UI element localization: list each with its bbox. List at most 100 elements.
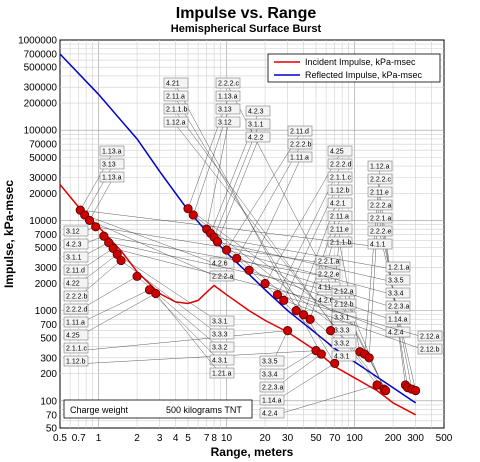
annotation-label: 4.25 bbox=[330, 149, 344, 156]
annotation-label-box bbox=[209, 367, 235, 379]
annotation-leader-line bbox=[249, 270, 399, 323]
annotation-label: 2.2.1.a bbox=[318, 259, 340, 266]
annotation-label: 3.13 bbox=[218, 107, 232, 114]
annotation-leader-line bbox=[277, 294, 431, 340]
annotation-label-box bbox=[209, 315, 235, 327]
legend-label-incident: Incident Impulse, kPa-msec bbox=[305, 57, 416, 67]
annotation-label: 2.12.a bbox=[420, 334, 440, 341]
annotation-leader-line bbox=[214, 237, 399, 271]
annotation-label-box bbox=[417, 343, 443, 355]
data-point-marker bbox=[305, 314, 315, 324]
annotation-label: 2.1.1.b bbox=[166, 107, 188, 114]
annotation-label: 1.12.a bbox=[370, 164, 390, 171]
data-point-marker bbox=[364, 353, 374, 363]
data-point-marker bbox=[91, 222, 101, 232]
annotation-label-box bbox=[163, 116, 189, 128]
annotation-label-box bbox=[367, 186, 393, 198]
annotation-label: 2.2.1.a bbox=[370, 216, 392, 223]
annotation-leader-line bbox=[193, 214, 345, 334]
y-tick-label: 300000 bbox=[24, 83, 58, 94]
annotation-label: 4.3.1 bbox=[334, 354, 350, 361]
annotation-label: 3.13 bbox=[102, 162, 116, 169]
annotation-label: 1.14.a bbox=[262, 398, 282, 405]
annotation-leader-line bbox=[217, 241, 399, 284]
data-point-marker bbox=[212, 237, 223, 247]
annotation-leader-line bbox=[213, 126, 259, 238]
annotation-label: 1.13.a bbox=[102, 149, 122, 156]
annotation-label: 2.11.e bbox=[370, 190, 389, 197]
annotation-leader-line bbox=[103, 235, 329, 278]
data-point-marker bbox=[279, 295, 289, 305]
annotation-leader-line bbox=[187, 208, 345, 321]
x-tick-label: 5 bbox=[185, 433, 191, 444]
annotation-label-box bbox=[367, 160, 393, 172]
annotation-label-box bbox=[327, 223, 353, 235]
annotation-label-box bbox=[367, 173, 393, 185]
annotation-leader-line bbox=[271, 384, 378, 417]
x-tick-label: 4 bbox=[173, 433, 179, 444]
annotation-label: 2.2.2.c bbox=[218, 81, 240, 88]
annotation-label: 3.12 bbox=[218, 120, 232, 127]
data-point-marker bbox=[151, 288, 161, 299]
y-tick-label: 700000 bbox=[24, 49, 58, 60]
y-tick-label: 30000 bbox=[29, 173, 57, 184]
annotation-label: 2.2.3.a bbox=[388, 304, 410, 311]
y-tick-label: 20000 bbox=[29, 189, 57, 200]
annotation-label: 4.2.1 bbox=[330, 201, 346, 208]
data-point-marker bbox=[221, 245, 232, 255]
x-tick-label: 7 bbox=[204, 433, 210, 444]
annotation-label-box bbox=[63, 303, 89, 315]
annotation-label: 4.2.4 bbox=[262, 411, 278, 418]
chart-title: Impulse vs. Range bbox=[176, 5, 317, 22]
annotation-leader-line bbox=[226, 249, 399, 297]
x-tick-label: 2 bbox=[134, 433, 140, 444]
data-point-marker bbox=[99, 231, 109, 241]
annotation-label: 1.13.a bbox=[218, 94, 238, 101]
annotation-leader-line bbox=[343, 293, 385, 390]
annotation-leader-line bbox=[217, 139, 259, 242]
annotation-label: 2.11.d bbox=[66, 268, 85, 275]
data-point-marker bbox=[381, 385, 391, 396]
annotation-label-box bbox=[259, 407, 285, 419]
annotation-label: 2.12.b bbox=[334, 302, 354, 309]
annotation-label: 2.1.1.c bbox=[66, 346, 88, 353]
annotation-label-box bbox=[63, 329, 89, 341]
annotation-label: 4.2.2 bbox=[248, 135, 264, 142]
annotation-label: 3.12 bbox=[66, 229, 80, 236]
annotation-leader-line bbox=[236, 258, 399, 310]
annotation-label: 1.13.a bbox=[102, 175, 122, 182]
y-tick-label: 2000 bbox=[35, 279, 58, 290]
y-tick-label: 300 bbox=[40, 353, 57, 364]
annotation-leader-line bbox=[80, 209, 381, 248]
annotation-label-box bbox=[287, 151, 313, 163]
annotation-label: 1.12.b bbox=[330, 188, 350, 195]
annotation-label: 2.11.d bbox=[290, 129, 309, 136]
annotation-label-box bbox=[327, 210, 353, 222]
incident-impulse-line bbox=[59, 184, 416, 416]
annotation-label-box bbox=[331, 311, 357, 323]
annotation-label-box bbox=[163, 90, 189, 102]
annotation-label: 4.22 bbox=[66, 281, 80, 288]
annotation-leader-line bbox=[283, 300, 431, 353]
annotation-label: 2.2.2.e bbox=[370, 229, 392, 236]
y-tick-label: 7000 bbox=[35, 230, 58, 241]
annotation-label-box bbox=[63, 238, 89, 250]
y-axis-label: Impulse, kPa-msec bbox=[2, 180, 16, 288]
annotation-label-box bbox=[209, 328, 235, 340]
annotation-label-box bbox=[63, 355, 89, 367]
x-tick-label: 20 bbox=[260, 433, 272, 444]
data-point-marker bbox=[272, 290, 283, 300]
annotation-label-box bbox=[209, 341, 235, 353]
annotation-label-box bbox=[259, 394, 285, 406]
y-tick-label: 1000 bbox=[35, 306, 58, 317]
x-axis-label: Range, meters bbox=[211, 445, 294, 459]
x-tick-label: 1 bbox=[96, 433, 102, 444]
annotation-label: 3.3.5 bbox=[388, 278, 404, 285]
annotation-label: 3.1.1 bbox=[66, 255, 82, 262]
annotation-label-box bbox=[331, 350, 357, 362]
annotation-label-box bbox=[209, 257, 235, 269]
annotation-leader-line bbox=[379, 233, 416, 391]
annotation-leader-line bbox=[95, 226, 329, 265]
annotation-label: 4.2.3 bbox=[248, 109, 264, 116]
annotation-label: 2.2.2.e bbox=[318, 272, 340, 279]
